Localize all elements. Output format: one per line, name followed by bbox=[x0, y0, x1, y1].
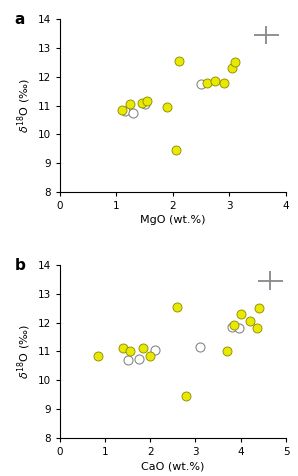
Text: a: a bbox=[14, 12, 25, 27]
Y-axis label: $\delta^{18}$O (‰): $\delta^{18}$O (‰) bbox=[15, 324, 33, 379]
Y-axis label: $\delta^{18}$O (‰): $\delta^{18}$O (‰) bbox=[15, 78, 33, 133]
X-axis label: CaO (wt.%): CaO (wt.%) bbox=[141, 461, 204, 471]
Text: b: b bbox=[14, 258, 25, 273]
X-axis label: MgO (wt.%): MgO (wt.%) bbox=[140, 215, 206, 225]
